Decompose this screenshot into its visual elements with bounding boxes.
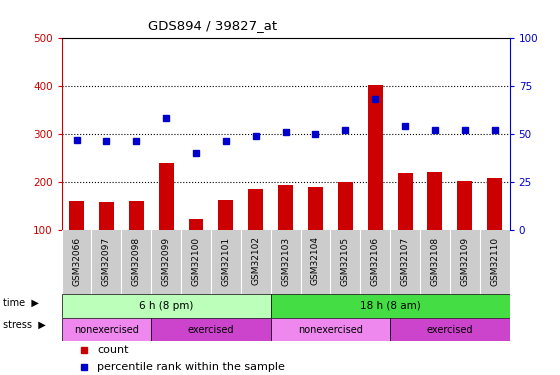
Bar — [427, 172, 442, 230]
Text: GSM32107: GSM32107 — [400, 237, 409, 286]
Bar — [62, 294, 270, 318]
Text: 6 h (8 pm): 6 h (8 pm) — [139, 301, 193, 311]
Bar — [270, 318, 390, 341]
Text: GSM32100: GSM32100 — [192, 237, 200, 286]
Bar — [390, 318, 510, 341]
Text: GSM32098: GSM32098 — [132, 237, 141, 286]
Bar — [158, 163, 174, 230]
Text: GSM32104: GSM32104 — [311, 237, 320, 285]
Bar — [99, 202, 114, 230]
Text: percentile rank within the sample: percentile rank within the sample — [97, 362, 285, 372]
Bar — [151, 318, 270, 341]
Text: GSM32103: GSM32103 — [281, 237, 290, 286]
Bar — [487, 178, 502, 230]
Bar — [62, 318, 151, 341]
Text: GSM32110: GSM32110 — [490, 237, 499, 286]
Text: GSM32101: GSM32101 — [221, 237, 230, 286]
Bar — [278, 185, 293, 230]
Bar — [270, 294, 510, 318]
Bar — [69, 201, 84, 230]
Bar — [189, 219, 203, 230]
Text: GDS894 / 39827_at: GDS894 / 39827_at — [148, 19, 277, 32]
Text: exercised: exercised — [427, 324, 473, 334]
Text: GSM32106: GSM32106 — [371, 237, 380, 286]
Bar — [129, 201, 144, 230]
Bar — [368, 85, 382, 230]
Text: time  ▶: time ▶ — [3, 298, 39, 308]
Bar — [248, 189, 263, 230]
Bar — [308, 187, 323, 230]
Bar — [338, 182, 353, 230]
Text: GSM32097: GSM32097 — [102, 237, 111, 286]
Text: GSM32099: GSM32099 — [162, 237, 171, 286]
Text: GSM32102: GSM32102 — [251, 237, 260, 285]
Text: count: count — [97, 345, 129, 355]
Text: GSM32105: GSM32105 — [341, 237, 350, 286]
Bar — [398, 173, 413, 230]
Text: GSM32109: GSM32109 — [460, 237, 469, 286]
Text: stress  ▶: stress ▶ — [3, 320, 45, 329]
Bar — [218, 200, 234, 230]
Text: nonexercised: nonexercised — [74, 324, 139, 334]
Text: nonexercised: nonexercised — [298, 324, 363, 334]
Bar — [458, 181, 472, 230]
Text: exercised: exercised — [188, 324, 234, 334]
Text: 18 h (8 am): 18 h (8 am) — [360, 301, 421, 311]
Text: GSM32108: GSM32108 — [431, 237, 440, 286]
Text: GSM32066: GSM32066 — [72, 237, 81, 286]
